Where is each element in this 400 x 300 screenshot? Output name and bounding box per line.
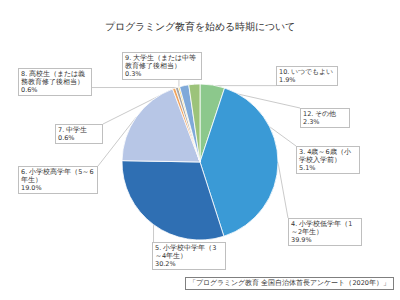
leader-lines — [92, 80, 300, 242]
pie-slice — [122, 161, 224, 240]
data-label: 6. 小学校高学年（5～6年生）19.0% — [18, 166, 98, 194]
data-label: 10. いつでもよい1.9% — [276, 66, 338, 86]
value-label: 19.0% — [21, 184, 42, 192]
chart-title: プログラミング教育を始める時期について — [0, 20, 400, 34]
category-label: 7. 中学生 — [58, 126, 87, 134]
pie-slice — [189, 84, 200, 162]
data-label: 8. 高校生（または義務教育修了後相当）0.6% — [18, 68, 92, 96]
value-label: 0.6% — [58, 134, 75, 142]
value-label: 0.6% — [21, 86, 38, 94]
leader-line — [153, 225, 154, 242]
value-label: 0.3% — [125, 70, 142, 78]
value-label: 39.9% — [291, 236, 312, 244]
data-label: 9. 大学生（または中等教育修了後相当）0.3% — [122, 52, 202, 80]
category-label: 9. 大学生（または中等教育修了後相当） — [125, 54, 196, 70]
data-label: 5. 小学校中学年（3～4年生）30.2% — [152, 242, 226, 270]
category-label: 10. いつでもよい — [279, 68, 333, 76]
pie-slice — [180, 85, 200, 162]
slices — [122, 84, 278, 240]
value-label: 2.3% — [303, 118, 320, 126]
data-label: 12. その他2.3% — [300, 108, 350, 128]
value-label: 5.1% — [299, 164, 316, 172]
value-label: 30.2% — [155, 260, 176, 268]
category-label: 6. 小学校高学年（5～6年生） — [21, 168, 94, 184]
leader-line — [278, 162, 288, 218]
data-label: 7. 中学生0.6% — [55, 124, 103, 144]
category-label: 4. 小学校低学年（1～2年生） — [291, 220, 352, 236]
source-note: 「プログラミング教育 全国自治体首長アンケート（2020年）」 — [185, 277, 394, 290]
value-label: 1.9% — [279, 76, 296, 84]
data-label: 3. 4歳～6歳（小学校入学前）5.1% — [296, 146, 360, 174]
data-label: 4. 小学校低学年（1～2年生）39.9% — [288, 218, 362, 246]
category-label: 8. 高校生（または義務教育修了後相当） — [21, 70, 85, 86]
leader-line — [178, 80, 179, 87]
category-label: 12. その他 — [303, 110, 336, 118]
category-label: 5. 小学校中学年（3～4年生） — [155, 244, 216, 260]
leader-line — [92, 87, 177, 88]
stage: プログラミング教育を始める時期について 3. 4歳～6歳（小学校入学前）5.1% 4… — [0, 0, 400, 300]
category-label: 3. 4歳～6歳（小学校入学前） — [299, 148, 351, 164]
